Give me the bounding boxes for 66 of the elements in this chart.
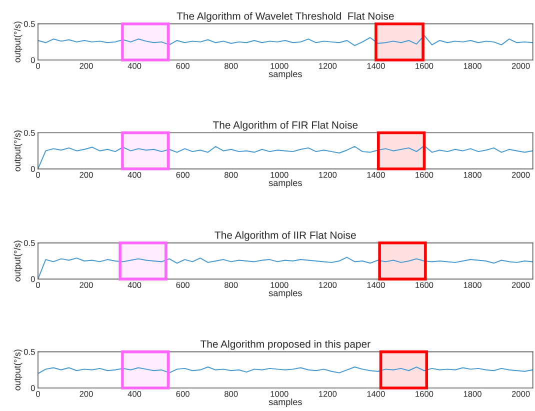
x-tick-label: 1200 [319, 63, 337, 69]
x-tick-label: 1400 [367, 63, 385, 69]
x-tick-label: 1200 [319, 172, 337, 178]
x-tick-label: 800 [224, 282, 238, 288]
x-tick-label: 1200 [319, 390, 337, 397]
line-series [38, 34, 533, 46]
x-tick-label: 1000 [270, 172, 288, 178]
x-tick-label: 2000 [512, 63, 530, 69]
x-tick-label: 400 [128, 390, 142, 397]
y-tick-label: 0.5 [24, 240, 35, 246]
line-series [38, 366, 533, 374]
x-axis-title: samples [268, 398, 302, 407]
x-tick-label: 1800 [464, 63, 482, 69]
x-tick-label: 200 [80, 63, 93, 69]
x-tick-label: 1400 [367, 282, 385, 288]
x-tick-label: 2000 [512, 172, 530, 178]
x-tick-label: 800 [224, 390, 238, 397]
x-tick-label: 400 [128, 63, 142, 69]
x-tick-label: 2000 [512, 282, 530, 288]
x-axis-title: samples [268, 179, 302, 188]
x-tick-label: 1400 [367, 390, 385, 397]
x-axis-title: samples [268, 70, 302, 79]
x-tick-label: 600 [176, 172, 190, 178]
x-tick-label: 1000 [270, 63, 288, 69]
x-tick-label: 1000 [270, 282, 288, 288]
x-tick-label: 0 [36, 282, 40, 288]
x-tick-label: 1200 [319, 282, 337, 288]
y-axis-title: output(°/s) [14, 350, 22, 390]
x-tick-label: 1800 [464, 282, 482, 288]
x-tick-label: 400 [128, 172, 142, 178]
y-tick-label: 0.5 [24, 21, 35, 27]
y-tick-label: 0.5 [24, 130, 35, 136]
chart-title: The Algorithm of Wavelet Threshold Flat Noise [176, 12, 394, 22]
x-axis-title: samples [268, 290, 302, 298]
x-tick-label: 1000 [270, 390, 288, 397]
x-tick-label: 400 [128, 282, 142, 288]
y-axis-title: output(°/s) [14, 240, 22, 282]
x-tick-label: 1600 [416, 172, 434, 178]
x-tick-label: 800 [224, 63, 238, 69]
x-tick-label: 1400 [367, 172, 385, 178]
x-tick-label: 1600 [416, 390, 434, 397]
y-tick-label: 0 [30, 57, 35, 64]
x-tick-label: 0 [36, 63, 40, 69]
chart-title: The Algorithm of FIR Flat Noise [213, 121, 358, 131]
y-tick-label: 0 [30, 166, 35, 172]
y-tick-label: 0 [30, 385, 35, 392]
x-tick-label: 200 [80, 390, 93, 397]
x-tick-label: 1800 [464, 172, 482, 178]
x-tick-label: 0 [36, 390, 40, 397]
x-tick-label: 200 [80, 172, 93, 178]
y-tick-label: 0 [30, 276, 35, 282]
x-tick-label: 1600 [416, 282, 434, 288]
chart-title: The Algorithm proposed in this paper [200, 340, 370, 350]
x-tick-label: 800 [224, 172, 238, 178]
x-tick-label: 600 [176, 63, 190, 69]
y-axis-title: output(°/s) [14, 22, 22, 62]
chart-title: The Algorithm of IIR Flat Noise [214, 231, 356, 241]
x-tick-label: 200 [80, 282, 93, 288]
x-tick-label: 1800 [464, 390, 482, 397]
x-tick-label: 600 [176, 390, 190, 397]
x-tick-label: 600 [176, 282, 190, 288]
x-tick-label: 1600 [416, 63, 434, 69]
y-tick-label: 0.5 [24, 349, 35, 355]
x-tick-label: 0 [36, 172, 40, 178]
x-tick-label: 2000 [512, 390, 530, 397]
y-axis-title: output(°/s) [14, 130, 22, 172]
